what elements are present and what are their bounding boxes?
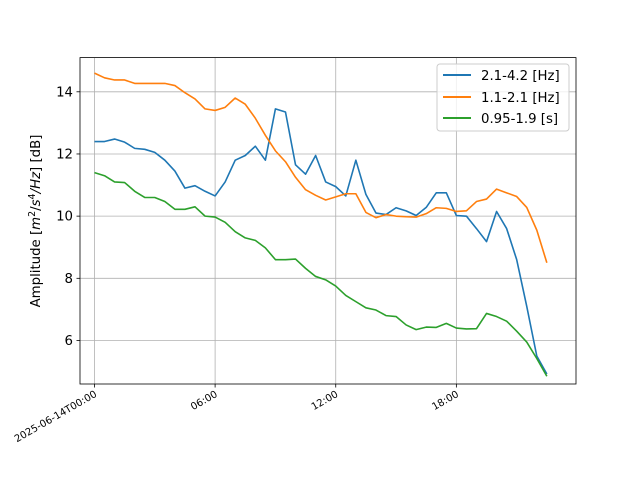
plot-area-frame xyxy=(79,57,577,385)
series-line-1-1-2-1-hz xyxy=(94,72,548,264)
legend-label-1-1-2-1-hz: 1.1-2.1 [Hz] xyxy=(481,91,560,106)
y-axis-label: Amplitude [m2/s4/Hz] [dB] xyxy=(27,135,44,308)
legend-label-2-1-4-2-hz: 2.1-4.2 [Hz] xyxy=(481,69,560,84)
y-tick-label: 14 xyxy=(56,85,73,100)
legend: 2.1-4.2 [Hz] 1.1-2.1 [Hz] 0.95-1.9 [s] xyxy=(436,63,570,132)
y-tick-label: 6 xyxy=(65,334,73,349)
legend-label-0-95-1-9-s: 0.95-1.9 [s] xyxy=(481,112,558,127)
y-tick-label: 8 xyxy=(65,272,73,287)
series-line-2-1-4-2-hz xyxy=(94,108,548,375)
series-lines xyxy=(94,72,548,377)
legend-box xyxy=(436,63,570,132)
y-tick-label: 12 xyxy=(56,147,73,162)
y-tick-label: 10 xyxy=(56,210,73,225)
series-line-0-95-1-9-s xyxy=(94,171,548,377)
